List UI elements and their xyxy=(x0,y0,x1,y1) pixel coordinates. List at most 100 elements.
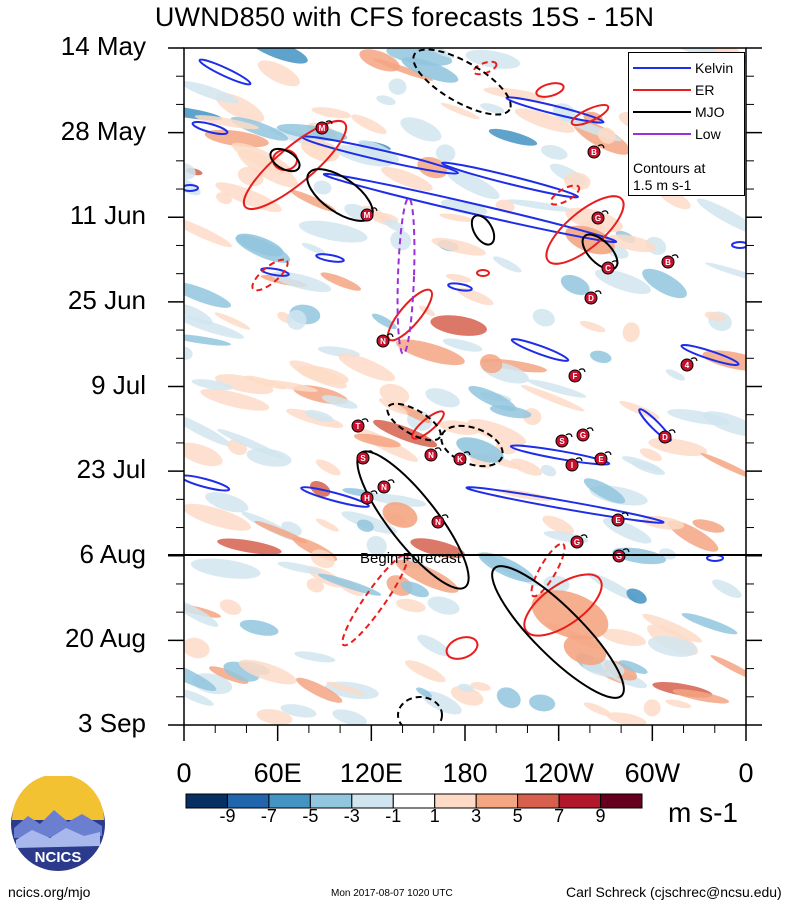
mjo-contour-dashed xyxy=(440,424,504,468)
anomaly-patch xyxy=(440,199,488,216)
anomaly-patch xyxy=(480,103,505,114)
anomaly-patch xyxy=(565,225,615,255)
storm-letter: N xyxy=(428,451,434,460)
ncics-logo: NCICS xyxy=(11,776,105,871)
anomaly-patch xyxy=(305,409,334,423)
anomaly-patch xyxy=(496,687,521,709)
colorbar-label: -3 xyxy=(343,806,360,826)
er-contour-dashed xyxy=(530,542,566,598)
anomaly-patch xyxy=(396,339,465,366)
anomaly-patch xyxy=(696,198,746,235)
anomaly-patch xyxy=(639,448,662,462)
anomaly-patch xyxy=(317,573,382,596)
legend-label: ER xyxy=(695,82,715,98)
anomaly-patch xyxy=(642,613,703,643)
storm-letter: K xyxy=(457,455,463,464)
kelvin-contour xyxy=(441,161,579,199)
anomaly-patch xyxy=(712,579,742,598)
anomaly-patch xyxy=(442,338,483,352)
anomaly-patch xyxy=(631,460,666,475)
storm-letter: N xyxy=(381,483,387,492)
anomaly-patch xyxy=(295,677,343,703)
anomaly-patch xyxy=(479,354,503,374)
anomaly-patch xyxy=(510,458,543,476)
kelvin-contour xyxy=(731,241,746,249)
anomaly-patch xyxy=(238,659,297,685)
storm-letter: S xyxy=(559,437,565,446)
anomaly-patch xyxy=(416,687,432,698)
anomaly-patch xyxy=(704,311,726,322)
anomaly-patch xyxy=(703,411,746,437)
kelvin-contour xyxy=(465,486,665,524)
legend-entry-kelvin: Kelvin xyxy=(631,59,744,77)
mjo-contour xyxy=(269,147,301,173)
storm-symbol: G xyxy=(576,427,594,442)
anomaly-patch xyxy=(184,281,232,308)
anomaly-patch xyxy=(445,273,472,283)
kelvin-contour xyxy=(184,474,231,492)
logo-text: NCICS xyxy=(35,849,82,866)
anomaly-patch xyxy=(184,599,219,627)
storm-symbol: N xyxy=(431,514,449,529)
anomaly-patch xyxy=(313,180,332,195)
anomaly-patch xyxy=(583,478,626,504)
anomaly-patch xyxy=(395,598,426,613)
storm-symbol: N xyxy=(376,333,394,348)
anomaly-patch xyxy=(315,459,341,476)
storm-letter: H xyxy=(364,494,370,503)
storm-symbol: G xyxy=(570,534,588,549)
storm-symbol: E xyxy=(611,512,629,527)
anomaly-patch xyxy=(520,385,585,412)
colorbar-label: 7 xyxy=(554,806,565,826)
storm-letter: M xyxy=(319,124,326,133)
storm-symbol: D xyxy=(584,290,602,305)
anomaly-patch xyxy=(184,503,251,531)
anomaly-patch xyxy=(431,237,486,256)
anomaly-patch xyxy=(410,538,466,559)
anomaly-patch xyxy=(395,559,459,593)
mjo-contour xyxy=(581,233,619,271)
anomaly-patch xyxy=(194,115,259,130)
anomaly-patch xyxy=(214,312,251,330)
anomaly-patch xyxy=(379,383,410,404)
anomaly-patch xyxy=(280,704,317,718)
storm-letter: I xyxy=(571,461,573,470)
anomaly-patch xyxy=(276,123,348,142)
x-tick-label: 60E xyxy=(253,758,302,788)
storm-symbol: K xyxy=(453,451,471,466)
storm-letter: N xyxy=(435,518,441,527)
anomaly-patch xyxy=(338,353,396,382)
storm-symbol: S xyxy=(356,450,374,465)
anomaly-patch xyxy=(358,139,400,164)
er-contour xyxy=(570,103,610,127)
anomaly-patch xyxy=(384,219,405,232)
anomaly-patch xyxy=(320,272,362,291)
anomaly-patch xyxy=(184,216,233,248)
storm-symbol: C xyxy=(601,260,619,275)
anomaly-patch xyxy=(190,558,261,579)
legend-swatch xyxy=(633,67,691,69)
er-contour-dashed xyxy=(251,258,289,292)
anomaly-patch xyxy=(427,596,460,615)
legend-swatch xyxy=(633,111,691,113)
colorbar-units: m s-1 xyxy=(668,797,738,828)
mjo-contour xyxy=(470,214,496,246)
storm-letter: G xyxy=(595,214,601,223)
anomaly-patch xyxy=(184,689,214,706)
anomaly-patch xyxy=(601,628,646,647)
anomaly-patch xyxy=(541,144,568,160)
er-contour-dashed xyxy=(472,60,498,76)
anomaly-patch xyxy=(665,369,686,381)
anomaly-patch xyxy=(419,305,436,317)
mjo-contour xyxy=(491,565,625,699)
y-tick-label: 3 Sep xyxy=(78,708,146,738)
anomaly-patch xyxy=(483,87,547,101)
anomaly-patch xyxy=(705,262,746,284)
footer-url[interactable]: ncics.org/mjo xyxy=(8,884,91,900)
anomaly-patch xyxy=(381,166,433,191)
footer-timestamp: Mon 2017-08-07 1020 UTC xyxy=(331,888,453,899)
mjo-contour-dashed xyxy=(397,696,443,725)
anomaly-patch xyxy=(184,334,232,346)
legend: Kelvin ER MJO Low Contours at 1.5 m s-1 xyxy=(628,52,745,196)
y-tick-label: 14 May xyxy=(60,31,146,61)
